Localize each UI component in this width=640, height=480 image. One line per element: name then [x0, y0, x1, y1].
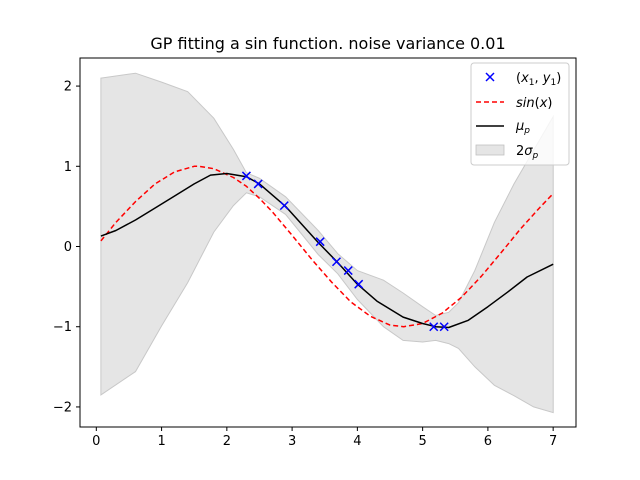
y-tick-label: −2 [53, 400, 72, 415]
chart-title: GP fitting a sin function. noise varianc… [150, 34, 505, 53]
legend-item-sin: sin(x) [476, 96, 552, 111]
observations-layer [241, 171, 449, 332]
x-tick-label: 2 [223, 434, 231, 449]
sin-curve-layer [100, 165, 554, 328]
confidence-band-layer [100, 72, 554, 414]
mean-curve-line [100, 172, 554, 329]
x-tick-label: 7 [549, 434, 557, 449]
legend-box [470, 62, 570, 166]
x-tick-label: 5 [418, 434, 426, 449]
x-tick-label: 6 [484, 434, 492, 449]
legend-item-mean: μp [476, 119, 530, 136]
legend-label-mean: μp [515, 119, 530, 136]
legend-swatch-band [475, 144, 505, 156]
x-tick-label: 3 [288, 434, 296, 449]
legend-marker-x [485, 72, 495, 82]
observation-marker [429, 322, 439, 332]
mean-curve-layer [100, 172, 554, 329]
observation-marker [279, 201, 289, 211]
observation-marker [241, 171, 251, 181]
plot-frame [79, 57, 577, 428]
y-tick-label: 0 [64, 240, 72, 255]
sin-curve-line [100, 165, 554, 328]
observation-marker [354, 279, 364, 289]
legend: (x1, y1) sin(x) μp 2σp [470, 62, 570, 166]
y-tick-label: −1 [53, 320, 72, 335]
x-axis: 0 1 2 3 4 5 6 7 [92, 427, 557, 449]
y-axis: −2 −1 0 1 2 [53, 80, 80, 415]
legend-label-sin: sin(x) [516, 96, 552, 111]
x-tick-label: 4 [353, 434, 361, 449]
observation-marker [253, 179, 263, 189]
legend-item-observations: (x1, y1) [485, 71, 561, 88]
observation-marker [343, 266, 353, 276]
observation-marker [331, 257, 342, 267]
legend-label-observations: (x1, y1) [516, 71, 561, 88]
y-tick-label: 2 [64, 80, 72, 95]
x-tick-label: 1 [157, 434, 165, 449]
confidence-band [100, 72, 554, 414]
x-tick-label: 0 [92, 434, 100, 449]
observation-marker [315, 237, 325, 247]
observation-marker [439, 322, 449, 332]
y-tick-label: 1 [64, 160, 72, 175]
